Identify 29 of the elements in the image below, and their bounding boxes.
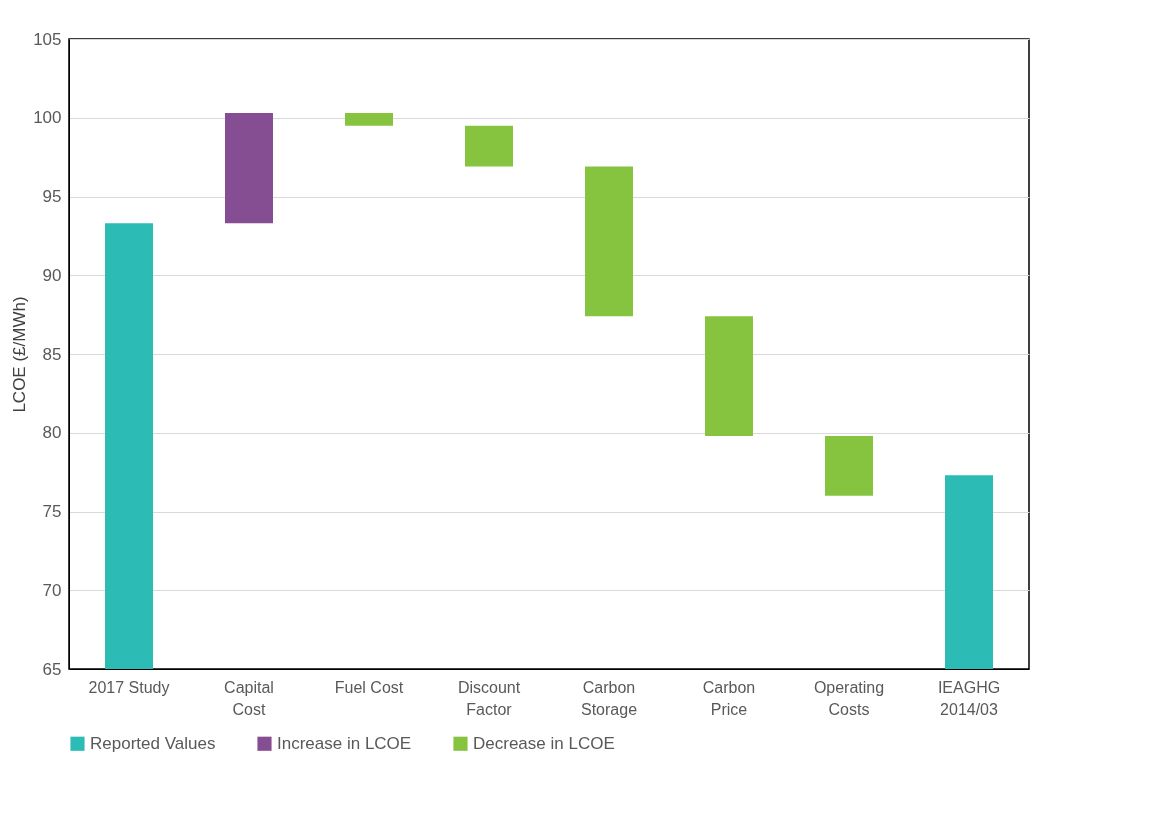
y-tick-label: 100 [33, 108, 62, 128]
x-tick-label: IEAGHG 2014/03 [937, 678, 1001, 718]
bar [825, 435, 873, 496]
bar [225, 113, 273, 224]
x-tick-label: Capital Cost [224, 678, 274, 718]
legend-label: Decrease in LCOE [473, 733, 615, 753]
bar [105, 223, 153, 669]
y-tick-label: 90 [42, 265, 62, 285]
x-tick-label: Discount Factor [457, 678, 521, 718]
y-tick-label: 105 [33, 29, 62, 49]
x-tick-label: Carbon Storage [580, 678, 638, 718]
legend-label: Increase in LCOE [277, 733, 412, 753]
bar [945, 475, 993, 669]
y-tick-label: 95 [42, 187, 62, 206]
y-axis-title: LCOE (£/MWh) [10, 296, 30, 413]
bar [345, 113, 393, 126]
y-tick-label: 75 [42, 502, 62, 521]
x-tick-label: 2017 Study [88, 678, 170, 696]
x-tick-label: Fuel Cost [334, 678, 404, 696]
x-tick-label: Operating Costs [813, 678, 885, 718]
y-tick-label: 85 [42, 344, 62, 364]
bar [585, 166, 633, 317]
legend-label: Reported Values [90, 733, 216, 753]
y-tick-label: 80 [42, 423, 62, 443]
bar [705, 316, 753, 436]
x-tick-label: Carbon Price [702, 678, 756, 718]
y-tick-label: 70 [42, 580, 62, 600]
y-tick-label: 65 [42, 659, 62, 679]
bar [465, 125, 513, 167]
